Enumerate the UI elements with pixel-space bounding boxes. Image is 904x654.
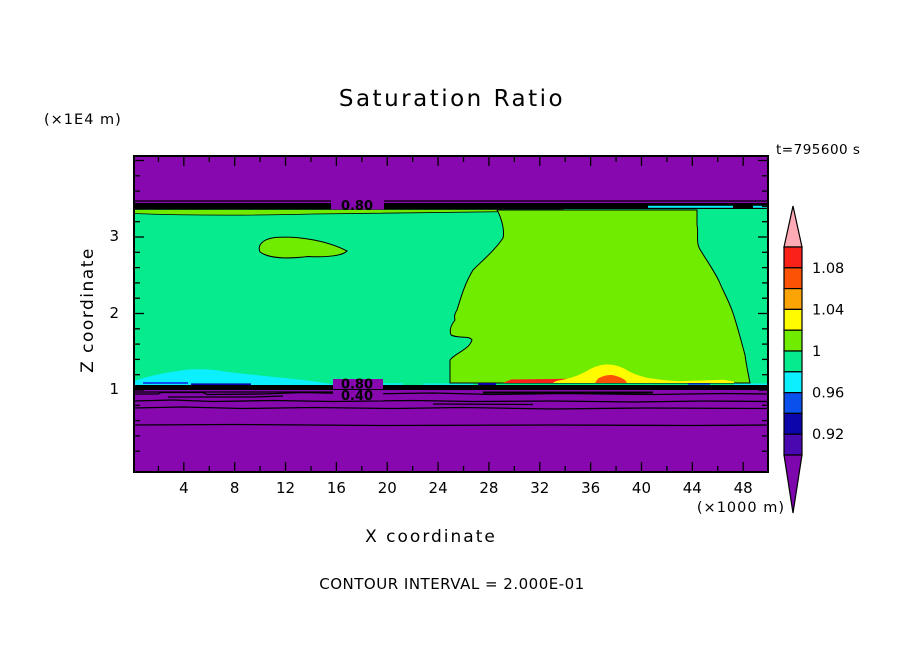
y-axis-unit-label: (×1E4 m) xyxy=(44,112,122,128)
y-tick-label: 1 xyxy=(109,380,119,398)
y-tick-label: 2 xyxy=(109,303,119,322)
x-axis-unit-label: (×1000 m) xyxy=(696,500,785,516)
chart-title: Saturation Ratio xyxy=(338,86,566,112)
colorbar-under-triangle xyxy=(783,454,803,514)
contour-label-box-mid xyxy=(333,379,383,389)
colorbar: 1.08 1.04 1 0.96 0.92 xyxy=(783,205,844,514)
field-blue-dash-2 xyxy=(688,383,710,385)
contour-label-lower-1: 0.80 xyxy=(341,378,373,393)
field-cyan-bump xyxy=(135,369,333,385)
field-navy-dash-1 xyxy=(191,383,251,385)
colorbar-label: 1.08 xyxy=(812,261,844,277)
field-chartreuse-lens xyxy=(258,236,348,259)
colorbar-over-triangle xyxy=(783,205,803,248)
contour-band-top xyxy=(133,203,769,209)
field-orange-core xyxy=(595,374,627,383)
contour-label-top: 0.80 xyxy=(341,199,373,214)
field-yellow-bump xyxy=(553,364,678,383)
x-axis-title: X coordinate xyxy=(365,527,497,547)
field-navy-dash-2 xyxy=(478,383,496,385)
x-tick-label: 32 xyxy=(530,479,550,497)
contour-interval-label: CONTOUR INTERVAL = 2.000E-01 xyxy=(319,575,585,593)
x-tick-label: 16 xyxy=(326,479,346,497)
x-tick-label: 12 xyxy=(275,479,296,497)
x-tick-label: 36 xyxy=(581,479,601,497)
contour-label-box-low xyxy=(333,390,383,401)
contour-label-lower-2: 0.40 xyxy=(341,389,373,404)
field-blue-dash-1 xyxy=(143,382,188,384)
colorbar-labels: 1.08 1.04 1 0.96 0.92 xyxy=(812,261,844,443)
field-cyan-dash-2 xyxy=(423,383,473,385)
y-tick-label: 3 xyxy=(109,227,119,245)
field-chartreuse-main xyxy=(449,209,751,384)
x-tick-label: 24 xyxy=(428,479,448,497)
field-yellow-strip-right xyxy=(678,379,734,383)
contour-plot: 0.80 0.80 0.40 xyxy=(133,155,769,473)
x-tick-label: 8 xyxy=(229,479,240,497)
contour-band-bottom xyxy=(133,385,769,390)
x-tick-label: 20 xyxy=(377,479,397,497)
colorbar-label: 0.96 xyxy=(812,386,844,402)
axis-ticks xyxy=(135,157,767,471)
field-cyan-inband-1 xyxy=(648,205,733,208)
x-tick-label: 48 xyxy=(733,479,753,497)
colorbar-label: 1 xyxy=(812,344,821,360)
x-tick-label: 28 xyxy=(479,479,499,497)
colorbar-label: 0.92 xyxy=(812,427,844,443)
x-tick-label: 4 xyxy=(179,479,189,497)
timestamp-label: t=795600 s xyxy=(776,142,861,158)
plot-frame xyxy=(133,155,769,473)
colorbar-label: 1.04 xyxy=(812,302,844,318)
colorbar-boxes xyxy=(783,246,803,456)
field-cyan-inband-2 xyxy=(753,205,767,208)
field-cyan-dash-right xyxy=(734,383,767,385)
contour-label-box-top xyxy=(331,199,384,210)
x-tick-label: 40 xyxy=(631,479,652,497)
x-tick-label: 44 xyxy=(682,479,702,497)
